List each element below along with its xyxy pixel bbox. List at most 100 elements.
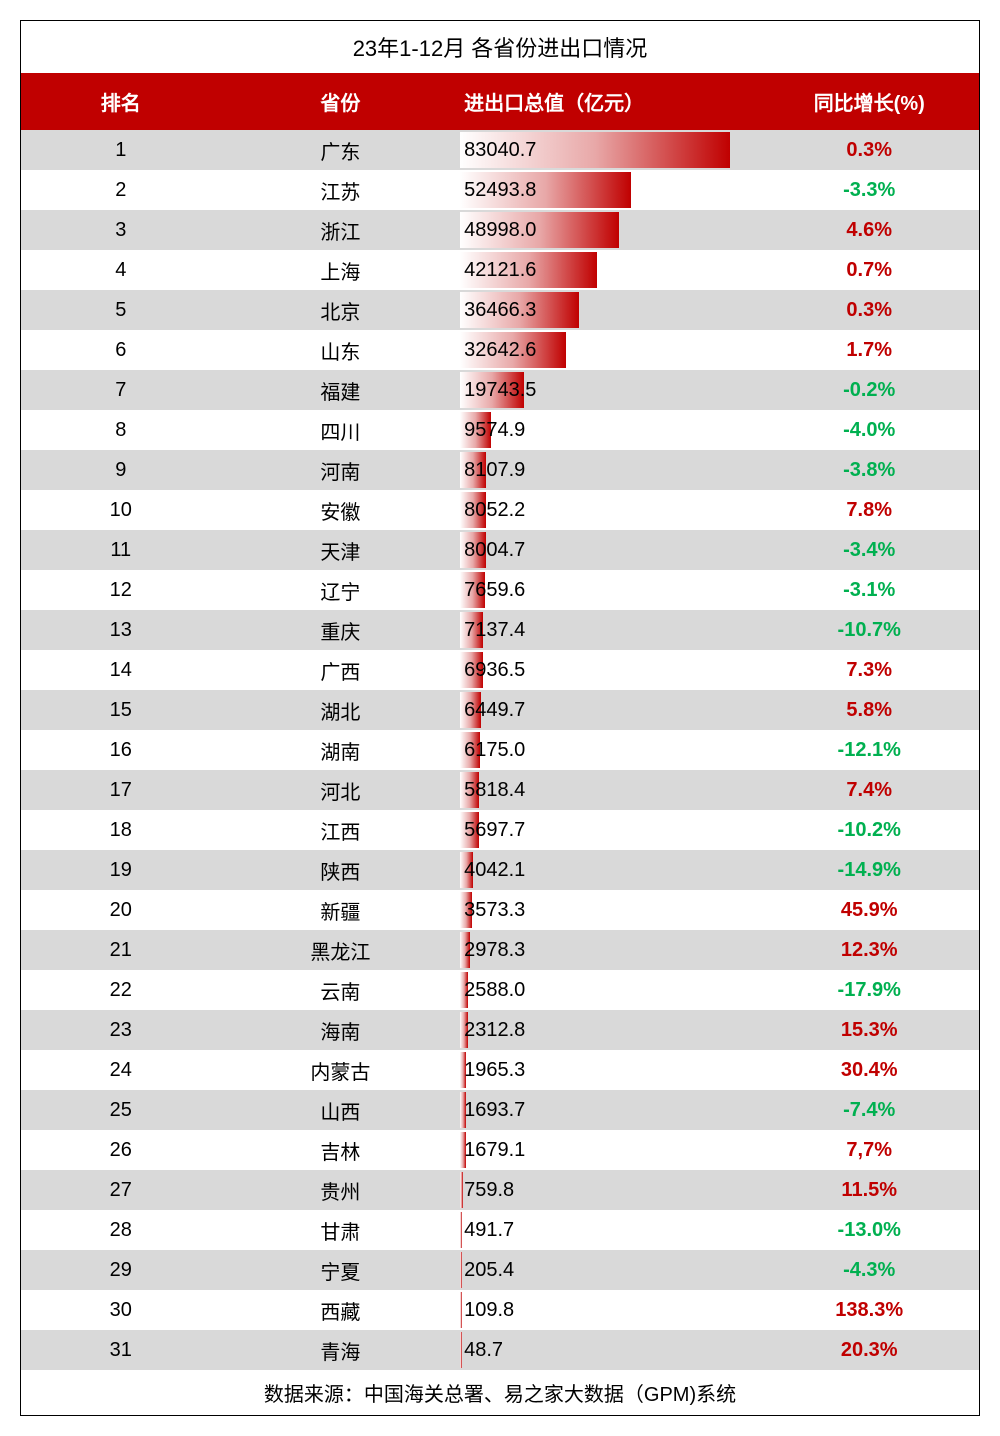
cell-province: 黑龙江: [221, 930, 461, 970]
cell-growth: -10.2%: [759, 810, 979, 850]
cell-province: 甘肃: [221, 1210, 461, 1250]
cell-growth: 7.8%: [759, 490, 979, 530]
cell-value: 52493.8: [460, 170, 759, 210]
cell-value: 491.7: [460, 1210, 759, 1250]
value-text: 109.8: [460, 1299, 514, 1322]
value-text: 19743.5: [460, 379, 536, 402]
value-text: 1679.1: [460, 1139, 525, 1162]
value-text: 759.8: [460, 1179, 514, 1202]
cell-growth: -10.7%: [759, 610, 979, 650]
value-text: 42121.6: [460, 259, 536, 282]
cell-growth: -3.4%: [759, 530, 979, 570]
cell-growth: -4.3%: [759, 1250, 979, 1290]
cell-rank: 9: [21, 450, 221, 490]
cell-value: 48.7: [460, 1330, 759, 1370]
cell-value: 6449.7: [460, 690, 759, 730]
cell-rank: 22: [21, 970, 221, 1010]
cell-growth: -14.9%: [759, 850, 979, 890]
cell-growth: 0.3%: [759, 290, 979, 330]
table-row: 30西藏109.8138.3%: [21, 1290, 979, 1330]
value-text: 83040.7: [460, 139, 536, 162]
cell-value: 8004.7: [460, 530, 759, 570]
cell-value: 36466.3: [460, 290, 759, 330]
cell-rank: 18: [21, 810, 221, 850]
cell-value: 3573.3: [460, 890, 759, 930]
table-row: 5北京36466.30.3%: [21, 290, 979, 330]
cell-province: 福建: [221, 370, 461, 410]
value-text: 32642.6: [460, 339, 536, 362]
cell-value: 9574.9: [460, 410, 759, 450]
table-row: 9河南8107.9-3.8%: [21, 450, 979, 490]
value-text: 7659.6: [460, 579, 525, 602]
cell-province: 安徽: [221, 490, 461, 530]
cell-value: 8107.9: [460, 450, 759, 490]
cell-value: 4042.1: [460, 850, 759, 890]
table-row: 15湖北6449.75.8%: [21, 690, 979, 730]
table-row: 3浙江48998.04.6%: [21, 210, 979, 250]
cell-value: 5818.4: [460, 770, 759, 810]
cell-rank: 8: [21, 410, 221, 450]
table-row: 21黑龙江2978.312.3%: [21, 930, 979, 970]
cell-rank: 26: [21, 1130, 221, 1170]
value-text: 9574.9: [460, 419, 525, 442]
table-row: 4上海42121.60.7%: [21, 250, 979, 290]
cell-province: 湖北: [221, 690, 461, 730]
cell-value: 7137.4: [460, 610, 759, 650]
value-text: 2588.0: [460, 979, 525, 1002]
table-row: 31青海48.720.3%: [21, 1330, 979, 1370]
value-text: 6936.5: [460, 659, 525, 682]
table-row: 20新疆3573.345.9%: [21, 890, 979, 930]
cell-growth: 11.5%: [759, 1170, 979, 1210]
value-text: 1965.3: [460, 1059, 525, 1082]
value-text: 48.7: [460, 1339, 503, 1362]
cell-value: 109.8: [460, 1290, 759, 1330]
cell-rank: 29: [21, 1250, 221, 1290]
table-row: 28甘肃491.7-13.0%: [21, 1210, 979, 1250]
table-row: 27贵州759.811.5%: [21, 1170, 979, 1210]
cell-province: 重庆: [221, 610, 461, 650]
cell-rank: 31: [21, 1330, 221, 1370]
cell-province: 西藏: [221, 1290, 461, 1330]
cell-rank: 1: [21, 130, 221, 170]
cell-rank: 14: [21, 650, 221, 690]
cell-value: 6936.5: [460, 650, 759, 690]
cell-province: 江西: [221, 810, 461, 850]
cell-rank: 7: [21, 370, 221, 410]
cell-rank: 30: [21, 1290, 221, 1330]
cell-value: 32642.6: [460, 330, 759, 370]
cell-value: 48998.0: [460, 210, 759, 250]
cell-province: 上海: [221, 250, 461, 290]
table-row: 22云南2588.0-17.9%: [21, 970, 979, 1010]
col-header-rank: 排名: [21, 73, 221, 130]
table-row: 26吉林1679.17,7%: [21, 1130, 979, 1170]
cell-rank: 10: [21, 490, 221, 530]
cell-rank: 4: [21, 250, 221, 290]
cell-province: 海南: [221, 1010, 461, 1050]
table-row: 16湖南6175.0-12.1%: [21, 730, 979, 770]
cell-growth: 1.7%: [759, 330, 979, 370]
table-row: 7福建19743.5-0.2%: [21, 370, 979, 410]
cell-growth: 7.3%: [759, 650, 979, 690]
table-row: 23海南2312.815.3%: [21, 1010, 979, 1050]
table-row: 8四川9574.9-4.0%: [21, 410, 979, 450]
table-row: 10安徽8052.27.8%: [21, 490, 979, 530]
cell-rank: 28: [21, 1210, 221, 1250]
table-row: 13重庆7137.4-10.7%: [21, 610, 979, 650]
table-row: 14广西6936.57.3%: [21, 650, 979, 690]
table-row: 11天津8004.7-3.4%: [21, 530, 979, 570]
cell-growth: -7.4%: [759, 1090, 979, 1130]
cell-rank: 16: [21, 730, 221, 770]
value-text: 5697.7: [460, 819, 525, 842]
cell-rank: 17: [21, 770, 221, 810]
value-text: 2312.8: [460, 1019, 525, 1042]
cell-value: 42121.6: [460, 250, 759, 290]
cell-value: 7659.6: [460, 570, 759, 610]
value-text: 36466.3: [460, 299, 536, 322]
table-row: 25山西1693.7-7.4%: [21, 1090, 979, 1130]
cell-province: 河南: [221, 450, 461, 490]
cell-growth: 4.6%: [759, 210, 979, 250]
value-text: 8004.7: [460, 539, 525, 562]
value-text: 3573.3: [460, 899, 525, 922]
cell-province: 天津: [221, 530, 461, 570]
data-source-footer: 数据来源：中国海关总署、易之家大数据（GPM)系统: [21, 1370, 979, 1415]
